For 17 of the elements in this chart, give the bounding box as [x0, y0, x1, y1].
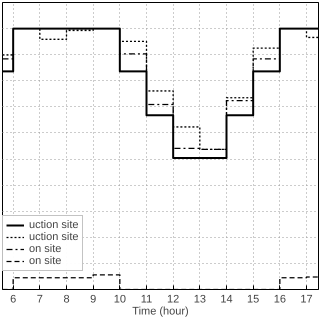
- x-tick-label: 17: [300, 294, 313, 306]
- legend-label: on site: [29, 243, 62, 255]
- x-tick-label: 15: [247, 294, 260, 306]
- legend-label: uction site: [29, 219, 79, 231]
- legend-label: uction site: [29, 231, 79, 243]
- x-tick-label: 9: [90, 294, 96, 306]
- legend-label: on site: [29, 255, 62, 267]
- x-tick-label: 13: [194, 294, 206, 306]
- x-tick-label: 10: [114, 294, 126, 306]
- x-tick-label: 12: [167, 294, 180, 306]
- x-tick-label: 14: [220, 294, 233, 306]
- x-tick-label: 11: [140, 294, 152, 306]
- x-tick-label: 16: [274, 294, 286, 306]
- x-axis-title: Time (hour): [132, 306, 189, 318]
- x-tick-label: 6: [10, 294, 16, 306]
- x-tick-label: 7: [36, 294, 43, 306]
- x-tick-label: 8: [63, 294, 70, 306]
